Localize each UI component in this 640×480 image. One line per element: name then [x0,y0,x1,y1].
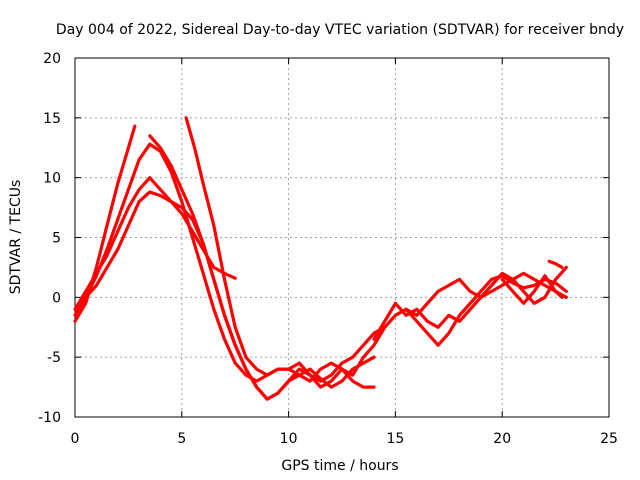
y-tick-label: 5 [52,231,61,247]
chart-title: Day 004 of 2022, Sidereal Day-to-day VTE… [56,22,624,38]
x-tick-label: 15 [386,431,404,447]
satellite-track-4 [84,190,237,299]
y-axis-label: SDTVAR / TECUs [8,180,24,295]
x-tick-label: 20 [493,431,511,447]
satellite-track-2 [73,142,376,389]
y-tick-label: -5 [47,350,61,366]
satellite-track-10 [500,274,568,305]
y-tick-label: -10 [38,410,61,426]
x-tick-label: 5 [177,431,186,447]
satellite-track-7 [329,274,568,377]
satellite-track-5 [148,134,376,401]
satellite-track-8 [372,265,568,341]
y-tick-label: 20 [43,51,61,67]
x-tick-label: 0 [71,431,80,447]
satellite-track-11 [547,259,564,269]
x-tick-label: 25 [600,431,618,447]
data-traces [73,116,568,401]
y-tick-label: 10 [43,171,61,187]
satellite-track-1 [73,124,137,323]
y-tick-label: 15 [43,111,61,127]
satellite-track-9 [404,271,564,317]
axis-ticks [74,57,610,418]
satellite-track-6 [184,116,387,383]
y-tick-label: 0 [52,290,61,306]
x-axis-label: GPS time / hours [281,458,398,474]
x-tick-label: 10 [280,431,298,447]
tick-labels: 0 5 10 15 20 25 -10 -5 0 5 10 15 20 [38,51,618,447]
